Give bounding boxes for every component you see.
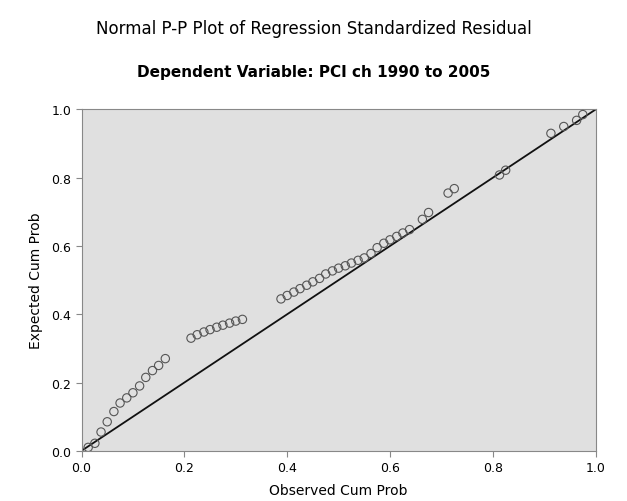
Text: Normal P-P Plot of Regression Standardized Residual: Normal P-P Plot of Regression Standardiz… [96,20,531,38]
Point [418,216,428,224]
Point [392,233,402,241]
Point [238,316,248,324]
Point [224,320,234,328]
Point [154,362,164,370]
Point [135,382,145,390]
Point [340,262,350,270]
Point [90,439,100,447]
Point [424,209,434,217]
X-axis label: Observed Cum Prob: Observed Cum Prob [270,482,408,496]
Point [147,367,157,375]
Point [161,355,171,363]
Point [398,229,408,237]
Point [199,328,209,336]
Point [289,289,299,297]
Point [218,322,228,330]
Point [578,111,588,119]
Point [308,278,318,286]
Point [327,268,337,276]
Point [546,130,556,138]
Point [346,260,356,268]
Point [128,389,138,397]
Point [315,275,325,283]
Point [302,282,312,290]
Point [83,443,93,451]
Point [559,123,569,131]
Point [231,318,241,326]
Point [449,185,459,193]
Point [212,324,222,332]
Point [295,285,305,293]
Point [276,295,286,303]
Point [379,240,389,248]
Point [385,236,395,244]
Point [282,292,292,300]
Point [96,428,106,436]
Point [404,226,414,234]
Point [115,399,125,407]
Point [205,326,215,334]
Point [140,374,151,382]
Point [186,335,196,343]
Point [372,244,382,252]
Point [572,117,582,125]
Point [359,255,369,263]
Text: Dependent Variable: PCI ch 1990 to 2005: Dependent Variable: PCI ch 1990 to 2005 [137,65,490,80]
Point [334,265,344,273]
Point [320,271,331,279]
Point [102,418,112,426]
Point [500,167,510,175]
Y-axis label: Expected Cum Prob: Expected Cum Prob [29,212,43,349]
Point [353,257,363,265]
Point [443,190,453,198]
Point [109,408,119,416]
Point [122,394,132,402]
Point [495,172,505,180]
Point [192,331,203,339]
Point [366,250,376,258]
